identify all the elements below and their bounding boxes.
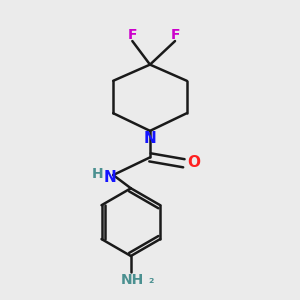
Text: H: H: [92, 167, 104, 181]
Text: O: O: [188, 155, 201, 170]
Text: N: N: [104, 170, 117, 185]
Text: ₂: ₂: [148, 273, 154, 286]
Text: F: F: [170, 28, 180, 42]
Text: F: F: [128, 28, 137, 42]
Text: NH: NH: [121, 273, 144, 286]
Text: N: N: [144, 131, 156, 146]
